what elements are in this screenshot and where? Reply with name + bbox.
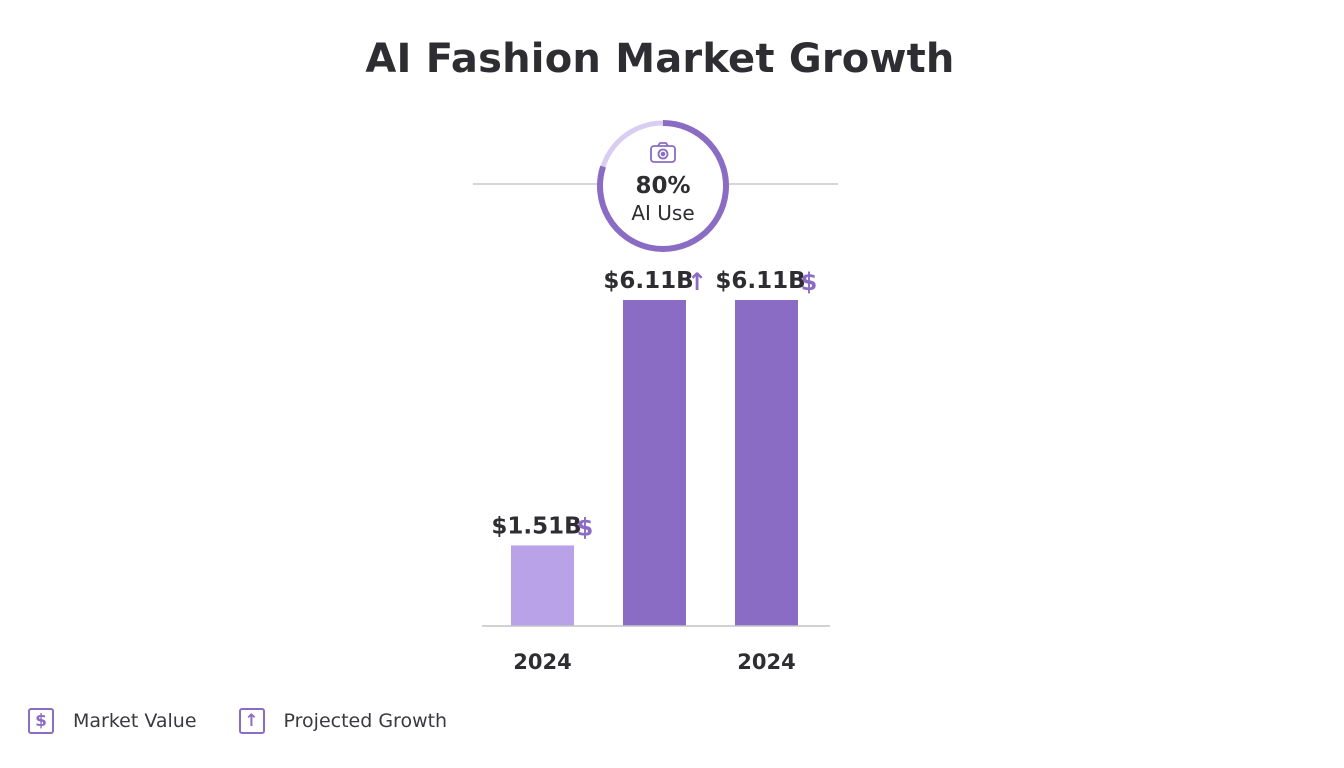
- dollar-icon: $: [801, 268, 818, 296]
- bar-1: [623, 300, 686, 626]
- chart-title: AI Fashion Market Growth: [365, 36, 955, 82]
- chart-area: 80% AI Use $1.51B$2024$6.11B↑ $6.11B$2024: [473, 120, 838, 674]
- bar-0: [511, 545, 574, 626]
- arrow-up-icon: ↑: [238, 708, 265, 734]
- bars-group: $1.51B$2024$6.11B↑ $6.11B$2024: [491, 268, 817, 674]
- gauge-fill-arc: [597, 120, 729, 252]
- legend-label: Market Value: [73, 710, 197, 732]
- legend: $ Market Value ↑ Projected Growth: [28, 708, 489, 734]
- x-tick-label: 2024: [737, 650, 795, 674]
- gauge-label: AI Use: [631, 201, 694, 225]
- gauge-background: [597, 120, 729, 252]
- gauge-value: 80%: [635, 173, 690, 199]
- bar-2: [735, 300, 798, 626]
- arrow-up-icon: ↑: [687, 268, 707, 296]
- bar-value-label: $6.11B: [603, 268, 693, 294]
- ai-use-gauge: 80% AI Use: [597, 120, 729, 252]
- dollar-icon: $: [28, 708, 54, 734]
- legend-item-market-value: $ Market Value: [28, 708, 197, 734]
- camera-icon: [650, 142, 676, 163]
- legend-item-projected-growth: ↑ Projected Growth: [238, 708, 448, 734]
- legend-label: Projected Growth: [283, 710, 448, 732]
- bar-value-label: $1.51B: [491, 513, 581, 539]
- x-tick-label: 2024: [513, 650, 571, 674]
- bar-value-label: $6.11B: [715, 268, 805, 294]
- dollar-icon: $: [577, 513, 594, 541]
